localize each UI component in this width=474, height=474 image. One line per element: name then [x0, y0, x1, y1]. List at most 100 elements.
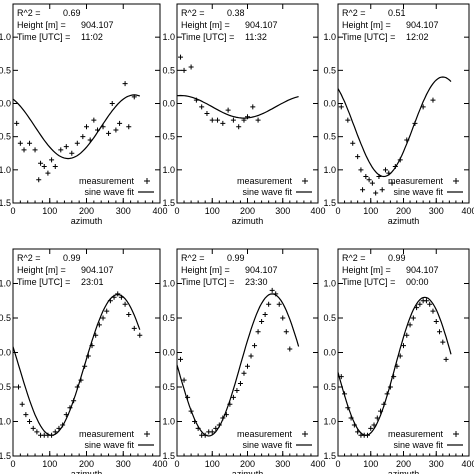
measurement-point [38, 160, 44, 166]
measurement-point [118, 294, 124, 300]
panel-1: 0 100 200 300 400 azimuth 1.0 0.5 0.0 0.5 1.0 1.5 R^… [0, 3, 168, 226]
measurement-point [225, 107, 231, 113]
x-axis-label: azimuth [388, 216, 420, 226]
measurement-point [373, 190, 379, 196]
x-tick-label: 400 [310, 206, 325, 216]
y-tick-label: 0.5 [162, 132, 175, 142]
x-tick-label: 100 [205, 459, 220, 469]
legend-measurement-label: measurement [237, 429, 293, 439]
measurement-point [63, 144, 69, 150]
measurement-point [89, 343, 95, 349]
measurement-point [93, 332, 99, 338]
sine-fit-line [337, 76, 452, 178]
measurement-point [379, 187, 385, 193]
measurement-point [248, 353, 254, 359]
measurement-point [95, 127, 101, 133]
stat-value: 0.99 [227, 253, 245, 263]
stat-label: Height [m] = [17, 20, 66, 30]
measurement-point [381, 401, 387, 407]
y-tick-label: 1.0 [0, 417, 11, 427]
measurement-point [241, 117, 247, 123]
measurement-point [74, 140, 80, 146]
measurement-point [368, 425, 374, 431]
measurement-point [437, 329, 443, 335]
measurement-point [137, 332, 143, 338]
x-axis-label: azimuth [232, 469, 264, 474]
y-tick-label: 1.0 [162, 279, 175, 289]
measurement-point [69, 150, 75, 156]
measurement-point [56, 425, 62, 431]
measurement-point [49, 432, 55, 438]
y-tick-label: 1.0 [162, 417, 175, 427]
measurement-point [36, 177, 42, 183]
measurement-point [387, 384, 393, 390]
sine-fit-line [12, 293, 141, 436]
measurement-point [111, 294, 117, 300]
x-tick-label: 400 [310, 459, 325, 469]
measurement-point [287, 346, 293, 352]
stat-value: 23:30 [245, 277, 268, 287]
sine-fit-line [12, 94, 140, 160]
measurement-point [23, 412, 29, 418]
stat-value: 904.107 [406, 20, 439, 30]
x-tick-label: 300 [275, 206, 290, 216]
measurement-point [338, 104, 344, 110]
measurement-point [216, 422, 222, 428]
measurement-point [420, 104, 426, 110]
panel-2: 0 100 200 300 400 azimuth 1.0 0.5 0.0 0.5 1.0 1.5 R^… [162, 3, 326, 226]
x-tick-label: 0 [10, 459, 15, 469]
legend-measurement-label: measurement [79, 429, 135, 439]
x-tick-label: 100 [42, 459, 57, 469]
measurement-point [80, 134, 86, 140]
measurement-point [283, 329, 289, 335]
y-tick-label: 1.0 [0, 165, 11, 175]
measurement-point [193, 97, 199, 103]
measurement-point [234, 387, 240, 393]
measurement-point [245, 363, 250, 369]
measurement-point [230, 394, 236, 400]
measurement-point [16, 384, 22, 390]
measurement-point [276, 301, 282, 307]
measurement-point [82, 363, 88, 369]
y-tick-label: 1.0 [162, 165, 175, 175]
measurement-point [185, 394, 191, 400]
y-tick-label: 0.5 [162, 382, 175, 392]
measurement-point [74, 384, 80, 390]
measurement-point [78, 377, 84, 383]
x-tick-label: 300 [429, 206, 444, 216]
legend-measurement-label: measurement [388, 429, 444, 439]
measurement-point [34, 429, 40, 435]
legend-plus-marker [302, 431, 308, 437]
measurement-point [213, 425, 219, 431]
measurement-point [351, 422, 357, 428]
stat-label: R^2 = [342, 253, 365, 263]
measurement-point [401, 343, 406, 349]
measurement-point [122, 81, 128, 87]
stat-value: 23:01 [81, 277, 104, 287]
measurement-point [364, 432, 370, 438]
measurement-point [392, 164, 398, 170]
measurement-point [14, 120, 20, 126]
measurement-point [342, 391, 348, 397]
x-tick-label: 200 [240, 459, 255, 469]
measurement-point [195, 425, 201, 431]
stat-value: 0.38 [227, 8, 245, 18]
measurement-point [397, 353, 403, 359]
legend-plus-marker [453, 178, 459, 184]
measurement-point [241, 370, 247, 376]
y-tick-label: 1.0 [0, 279, 11, 289]
y-tick-label: 1.5 [162, 198, 175, 208]
measurement-point [178, 356, 184, 362]
x-tick-label: 300 [429, 459, 444, 469]
y-tick-label: 1.5 [162, 451, 175, 461]
measurement-point [374, 415, 380, 421]
measurement-point [52, 164, 58, 170]
y-tick-label: 1.5 [0, 198, 11, 208]
measurement-point [348, 415, 354, 421]
measurement-point [100, 124, 106, 130]
y-tick-label: 0.5 [323, 65, 336, 75]
measurement-point [32, 147, 38, 153]
measurement-point [269, 287, 275, 293]
measurement-point [397, 157, 403, 163]
